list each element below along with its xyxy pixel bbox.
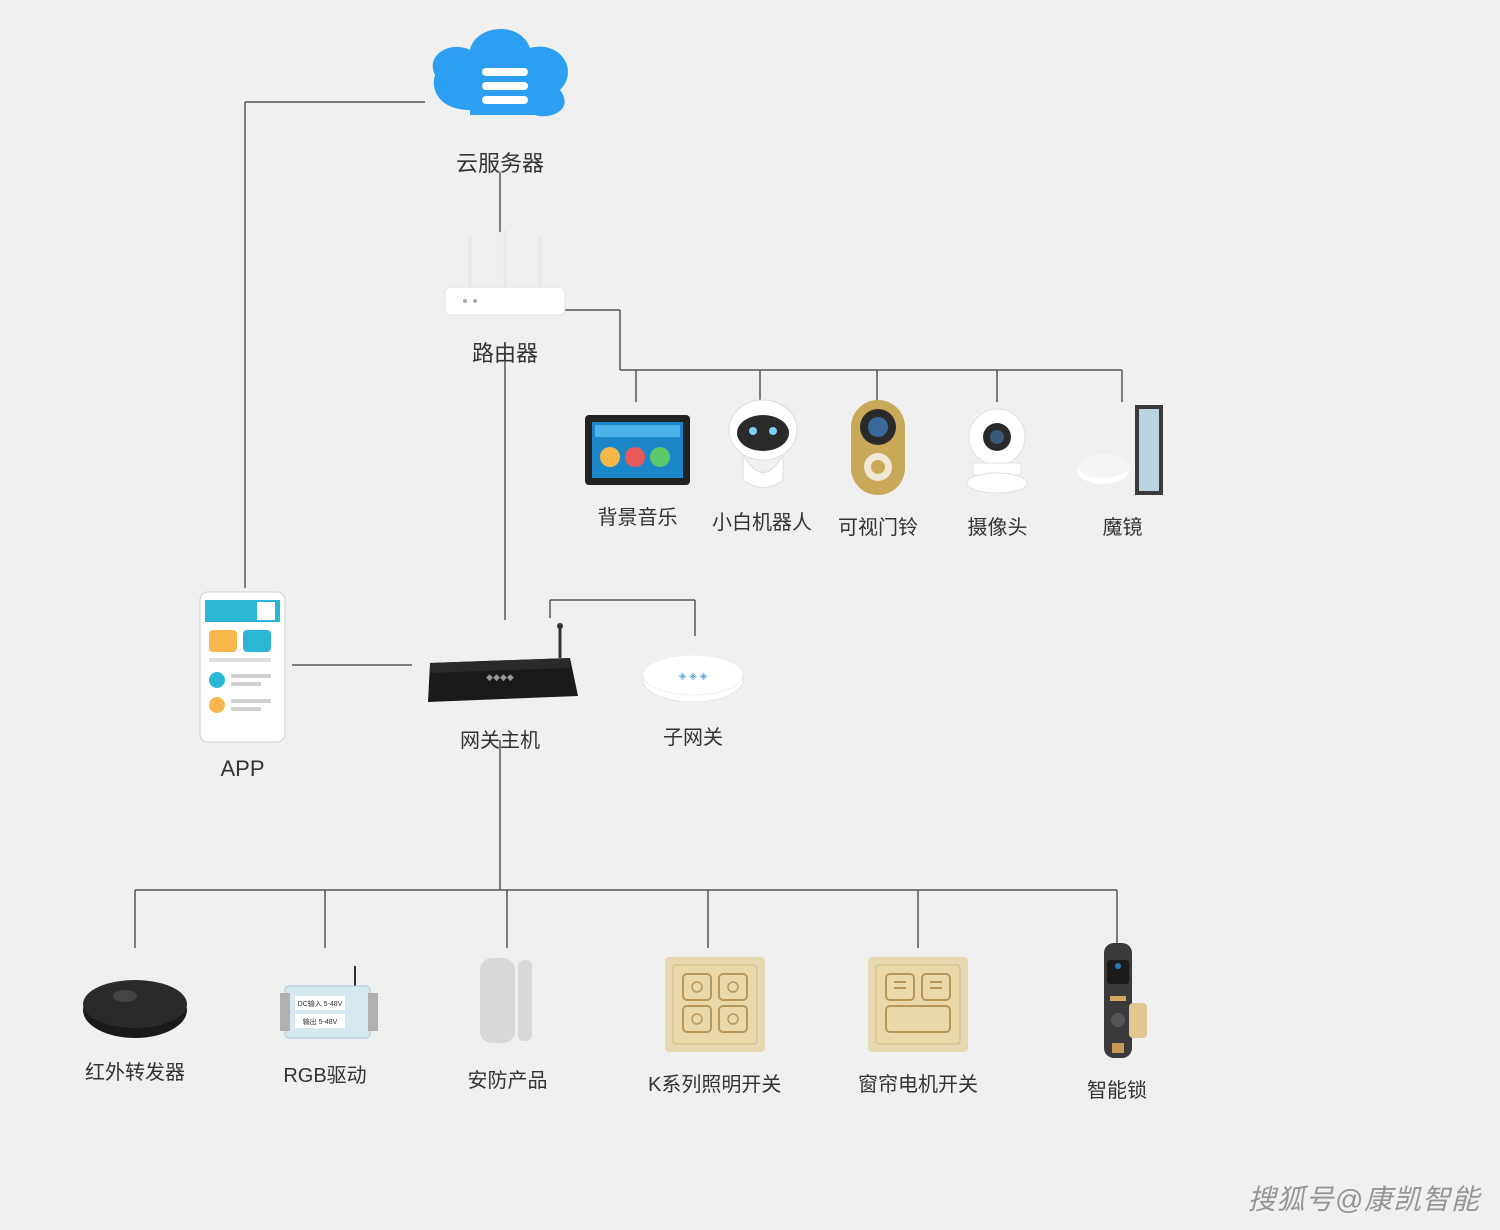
gateway-icon: ◆◆◆◆ — [410, 618, 590, 713]
svg-text:输出 5-48V: 输出 5-48V — [303, 1017, 338, 1026]
router-label: 路由器 — [430, 336, 580, 368]
camera-label: 摄像头 — [955, 511, 1040, 540]
node-router: 路由器 — [430, 225, 580, 368]
node-robot: 小白机器人 — [712, 395, 812, 535]
node-ir: 红外转发器 — [70, 960, 200, 1085]
node-kswitch: K系列照明开关 — [648, 952, 781, 1097]
gateway-label: 网关主机 — [410, 724, 590, 753]
node-curtain: 窗帘电机开关 — [858, 952, 978, 1097]
watermark-text: 搜狐号@康凯智能 — [1248, 1178, 1480, 1218]
svg-text:DC输入 5-48V: DC输入 5-48V — [298, 999, 343, 1008]
node-subgateway: ◈ ◈ ◈ 子网关 — [633, 635, 753, 750]
cloud-label: 云服务器 — [420, 146, 580, 178]
doorbell-label: 可视门铃 — [838, 511, 918, 540]
lock-icon — [1072, 938, 1162, 1063]
security-label: 安防产品 — [460, 1064, 555, 1093]
subgateway-label: 子网关 — [633, 721, 753, 750]
svg-text:◈ ◈ ◈: ◈ ◈ ◈ — [679, 671, 708, 682]
node-app: APP — [195, 590, 290, 782]
mirror-label: 魔镜 — [1075, 511, 1170, 540]
tablet-icon — [580, 405, 695, 490]
phone-icon — [195, 590, 290, 745]
rgb-icon: DC输入 5-48V 输出 5-48V — [260, 958, 390, 1048]
music-label: 背景音乐 — [580, 501, 695, 530]
cloud-icon — [420, 20, 580, 135]
camera-icon — [955, 405, 1040, 500]
mirror-icon — [1075, 400, 1170, 500]
kswitch-label: K系列照明开关 — [648, 1068, 781, 1097]
app-label: APP — [195, 756, 290, 782]
svg-text:◆◆◆◆: ◆◆◆◆ — [486, 672, 514, 682]
router-icon — [430, 225, 580, 325]
lock-label: 智能锁 — [1072, 1074, 1162, 1103]
curtain-label: 窗帘电机开关 — [858, 1068, 978, 1097]
robot-icon — [715, 395, 810, 495]
node-gateway: ◆◆◆◆ 网关主机 — [410, 618, 590, 753]
ir-label: 红外转发器 — [70, 1056, 200, 1085]
node-cloud: 云服务器 — [420, 20, 580, 178]
node-lock: 智能锁 — [1072, 938, 1162, 1103]
node-music: 背景音乐 — [580, 405, 695, 530]
node-mirror: 魔镜 — [1075, 400, 1170, 540]
curtain-switch-icon — [858, 952, 978, 1057]
robot-label: 小白机器人 — [712, 506, 812, 535]
ir-icon — [70, 960, 200, 1045]
sensor-icon — [460, 948, 555, 1053]
node-rgb: DC输入 5-48V 输出 5-48V RGB驱动 — [260, 958, 390, 1088]
node-camera: 摄像头 — [955, 405, 1040, 540]
rgb-label: RGB驱动 — [260, 1059, 390, 1088]
doorbell-icon — [839, 395, 917, 500]
node-doorbell: 可视门铃 — [838, 395, 918, 540]
switch-icon — [655, 952, 775, 1057]
node-security: 安防产品 — [460, 948, 555, 1093]
subgateway-icon: ◈ ◈ ◈ — [633, 635, 753, 710]
